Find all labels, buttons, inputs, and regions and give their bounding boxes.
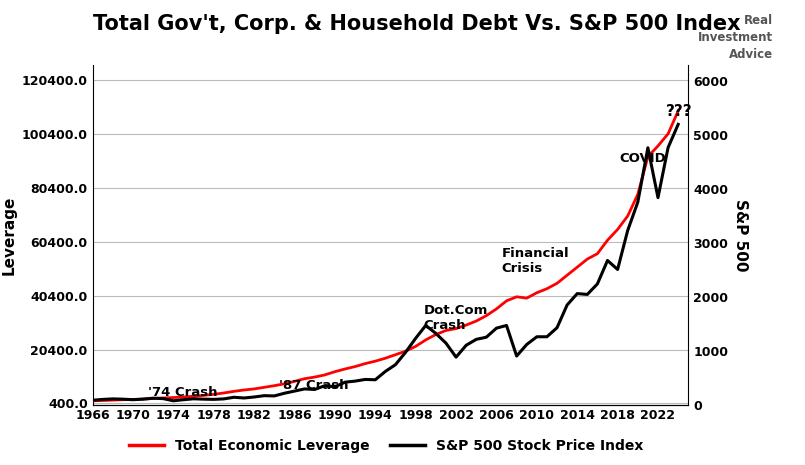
Text: Total Gov't, Corp. & Household Debt Vs. S&P 500 Index: Total Gov't, Corp. & Household Debt Vs. … [93,14,741,34]
Text: '87 Crash: '87 Crash [279,379,349,392]
Text: Financial
Crisis: Financial Crisis [502,247,569,275]
Text: COVID: COVID [620,152,667,165]
Y-axis label: S&P 500: S&P 500 [733,199,748,271]
Legend: Total Economic Leverage, S&P 500 Stock Price Index: Total Economic Leverage, S&P 500 Stock P… [124,433,649,458]
Text: Dot.Com
Crash: Dot.Com Crash [423,304,488,332]
Text: ???: ??? [666,104,692,119]
Text: '74 Crash: '74 Crash [148,385,217,399]
Text: Real
Investment
Advice: Real Investment Advice [698,14,773,61]
Y-axis label: Leverage: Leverage [1,195,16,274]
